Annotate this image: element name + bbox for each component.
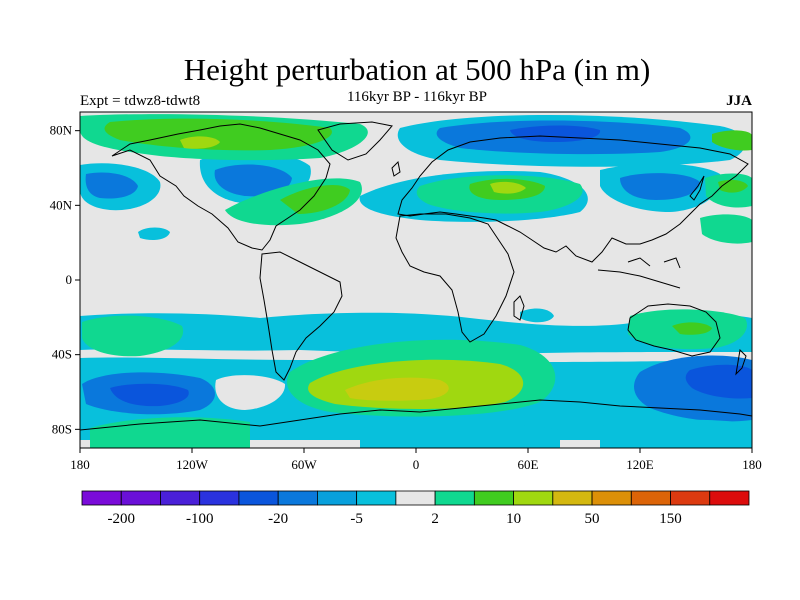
north-pacific-blue xyxy=(85,172,138,199)
coast-australia xyxy=(627,303,721,357)
tropical-cyan-east-pacific xyxy=(138,227,170,240)
coast-indonesia xyxy=(597,257,681,289)
lon-tick-label: 120E xyxy=(626,457,654,472)
coast-uk xyxy=(391,160,401,177)
n-america-blue xyxy=(214,164,292,197)
colorbar: -200 -100 -20 -5 2 10 50 150 xyxy=(81,490,750,527)
west-pacific-green xyxy=(700,214,752,244)
arctic-yellow-patch xyxy=(180,136,220,149)
lat-tick-label: 80S xyxy=(52,421,72,436)
lon-tick-label: 0 xyxy=(413,457,420,472)
south-pacific-deep xyxy=(110,383,189,407)
colorbar-label: -100 xyxy=(186,511,214,527)
eurasia-yellow xyxy=(490,181,526,194)
colorbar-swatch xyxy=(120,490,161,506)
arctic-east-green xyxy=(712,130,752,151)
coast-south-america xyxy=(259,251,343,381)
lon-tick-label: 60W xyxy=(291,457,317,472)
colorbar-swatch xyxy=(238,490,279,506)
colorbar-swatch xyxy=(199,490,240,506)
period-subtitle: 116kyr BP - 116kyr BP xyxy=(346,89,487,105)
colorbar-label: -20 xyxy=(268,511,288,527)
lon-tick-label: 60E xyxy=(518,457,539,472)
lat-tick-label: 80N xyxy=(50,123,73,138)
coast-africa xyxy=(395,213,515,343)
colorbar-swatch xyxy=(356,490,397,506)
antarctic-cyan-east xyxy=(600,419,752,448)
coast-new-zealand xyxy=(735,348,747,376)
se-pacific-green xyxy=(82,315,184,357)
colorbar-swatch xyxy=(395,490,436,506)
season-label: JJA xyxy=(726,93,752,109)
colorbar-swatch xyxy=(317,490,358,506)
colorbar-swatch xyxy=(81,490,122,506)
lon-tick-label: 180 xyxy=(742,457,762,472)
longitude-axis: 180 120W 60W 0 60E 120E 180 xyxy=(70,448,762,472)
southern-ocean-gold xyxy=(345,377,449,401)
chart-title: Height perturbation at 500 hPa (in m) xyxy=(183,52,651,87)
east-asia-blue xyxy=(620,173,700,200)
latitude-axis: 80N 40N 0 40S 80S xyxy=(50,123,80,436)
colorbar-label: 50 xyxy=(585,511,600,527)
colorbar-swatch xyxy=(434,490,475,506)
height-field xyxy=(80,112,752,448)
colorbar-swatch xyxy=(160,490,201,506)
coast-north-america xyxy=(111,123,331,251)
antarctic-cyan xyxy=(360,422,560,448)
lon-tick-label: 180 xyxy=(70,457,90,472)
coast-antarctica xyxy=(80,399,752,431)
lat-tick-label: 40N xyxy=(50,197,73,212)
colorbar-swatch xyxy=(277,490,318,506)
colorbar-swatch xyxy=(513,490,554,506)
coast-madagascar xyxy=(513,295,525,321)
colorbar-label: 2 xyxy=(431,511,439,527)
colorbar-swatch xyxy=(670,490,711,506)
lon-tick-label: 120W xyxy=(176,457,209,472)
experiment-label: Expt = tdwz8-tdwt8 xyxy=(80,93,201,109)
colorbar-swatch xyxy=(473,490,514,506)
colorbar-swatch xyxy=(630,490,671,506)
colorbar-swatch xyxy=(709,490,750,506)
australia-deep-blue xyxy=(685,364,752,399)
n-atlantic-green-core xyxy=(280,185,350,214)
coastlines xyxy=(80,121,752,431)
colorbar-swatch xyxy=(591,490,632,506)
arctic-green-core xyxy=(104,118,332,151)
coast-greenland xyxy=(317,121,393,161)
coast-japan xyxy=(689,175,705,201)
south-atl-neutral xyxy=(215,375,286,410)
colorbar-label: 10 xyxy=(506,511,521,527)
lat-tick-label: 0 xyxy=(66,272,73,287)
colorbar-label: -200 xyxy=(107,511,135,527)
lat-tick-label: 40S xyxy=(52,347,72,362)
colorbar-swatch xyxy=(552,490,593,506)
colorbar-label: 150 xyxy=(659,511,682,527)
coast-europe-asia xyxy=(397,135,749,263)
australia-green-core xyxy=(672,322,712,335)
indian-ocean-cyan xyxy=(520,308,554,323)
colorbar-label: -5 xyxy=(350,511,363,527)
